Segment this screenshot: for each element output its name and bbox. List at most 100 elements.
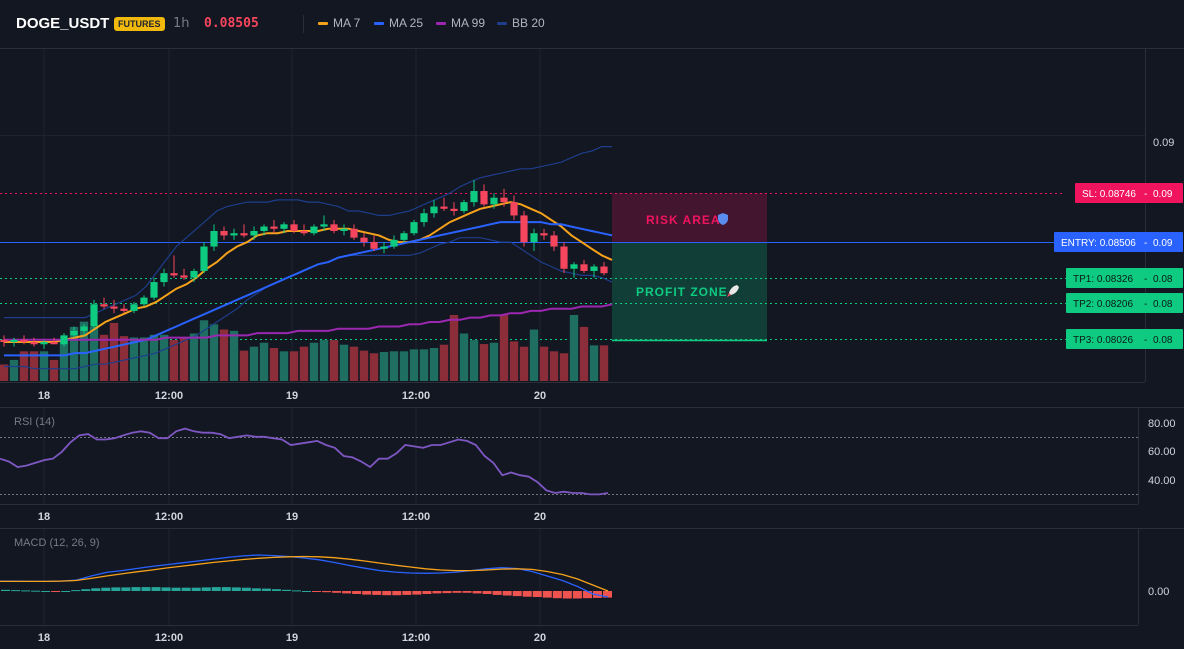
macd-histogram-bar xyxy=(432,591,442,594)
time-tick: 18 xyxy=(38,511,50,523)
candle-body xyxy=(430,206,438,214)
time-tick: 12:00 xyxy=(402,390,430,402)
volume-bar xyxy=(279,351,289,381)
candle-body xyxy=(520,215,528,243)
candle-body xyxy=(330,224,338,231)
candle-body xyxy=(550,235,558,247)
time-tick: 20 xyxy=(534,632,546,644)
candle-body xyxy=(290,224,298,231)
candle-body xyxy=(530,233,538,243)
entry-label[interactable]: ENTRY: 0.08506 - 0.09 xyxy=(1054,232,1183,252)
tp2-label-bg xyxy=(1066,293,1183,313)
ma7-line xyxy=(4,201,613,343)
entry-label-text: ENTRY: 0.08506 xyxy=(1061,238,1136,249)
volume-bar xyxy=(569,315,579,381)
macd-histogram-bar xyxy=(121,587,131,591)
candle-body xyxy=(170,273,178,276)
volume-bar xyxy=(269,348,279,381)
macd-histogram-bar xyxy=(322,591,332,593)
volume-bar xyxy=(329,340,339,381)
volume-bar xyxy=(219,329,229,381)
candle-body xyxy=(380,246,388,249)
time-tick: 12:00 xyxy=(402,632,430,644)
macd-histogram-bar xyxy=(101,587,111,591)
legend-swatch xyxy=(436,22,446,26)
volume-bar xyxy=(199,320,209,381)
candle-body xyxy=(160,273,168,283)
risk-area-label: RISK AREA xyxy=(646,213,721,227)
volume-bar xyxy=(129,337,139,381)
macd-tick: 0.00 xyxy=(1148,586,1169,598)
volume-bar xyxy=(509,341,519,381)
volume-bar xyxy=(539,346,549,381)
candle-body xyxy=(130,304,138,311)
tp3-label[interactable]: TP3: 0.08026 - 0.08 xyxy=(1066,329,1183,349)
tp2-label[interactable]: TP2: 0.08206 - 0.08 xyxy=(1066,293,1183,313)
tp3-label-bg xyxy=(1066,329,1183,349)
macd-histogram-bar xyxy=(261,588,271,591)
volume-bar xyxy=(479,344,489,381)
volume-bar xyxy=(499,315,509,381)
candle-body xyxy=(300,230,308,234)
header-divider xyxy=(303,15,304,33)
volume-bar xyxy=(309,342,319,381)
volume-bar xyxy=(239,350,249,381)
timeframe[interactable]: 1h xyxy=(173,16,190,31)
sl-label[interactable]: SL: 0.08746 - 0.09 xyxy=(1075,183,1183,203)
tp2-label-price: 0.08 xyxy=(1153,299,1173,310)
time-tick: 20 xyxy=(534,390,546,402)
legend-swatch xyxy=(318,22,328,26)
candle-body xyxy=(270,226,278,229)
moving-averages xyxy=(4,201,613,357)
candle-body xyxy=(570,264,578,269)
macd-line xyxy=(0,554,609,598)
macd-histogram-bar xyxy=(231,587,241,591)
profit-zone-label: PROFIT ZONE xyxy=(636,285,728,299)
legend-bb20[interactable]: BB 20 xyxy=(497,16,545,30)
candle-body xyxy=(310,226,318,234)
macd-histogram-bar xyxy=(251,588,261,591)
macd-histogram-bar xyxy=(161,587,171,591)
candle-body xyxy=(360,237,368,243)
volume-bar xyxy=(249,346,259,381)
time-tick: 12:00 xyxy=(402,511,430,523)
tp1-label[interactable]: TP1: 0.08326 - 0.08 xyxy=(1066,268,1183,288)
volume-bar xyxy=(29,351,39,381)
macd-histogram-bar xyxy=(171,587,181,591)
candle-body xyxy=(560,246,568,269)
bb-upper-line xyxy=(4,146,612,319)
time-tick: 19 xyxy=(286,511,298,523)
candle-body xyxy=(470,191,478,203)
legend-ma25[interactable]: MA 25 xyxy=(374,16,423,30)
volume-bar xyxy=(599,345,609,381)
legend-ma7[interactable]: MA 7 xyxy=(318,16,360,30)
volume-bar xyxy=(399,351,409,381)
volume-bar xyxy=(229,330,239,381)
macd-histogram-bar xyxy=(221,587,231,591)
volume-bar xyxy=(449,315,459,381)
macd-histogram-bar xyxy=(382,591,392,596)
macd-histogram-bar xyxy=(111,587,121,591)
legend-ma99[interactable]: MA 99 xyxy=(436,16,485,30)
candle-body xyxy=(590,266,598,271)
tp3-label-text: TP3: 0.08026 xyxy=(1073,335,1133,346)
sl-label-text: SL: 0.08746 xyxy=(1082,189,1136,200)
time-tick: 19 xyxy=(286,390,298,402)
volume-bar xyxy=(339,344,349,381)
macd-histogram-bar xyxy=(352,591,362,594)
tp1-label-bg xyxy=(1066,268,1183,288)
macd-histogram-bar xyxy=(151,587,161,591)
candle-body xyxy=(400,233,408,240)
macd-histogram-bar xyxy=(522,591,532,597)
symbol-name[interactable]: DOGE_USDT xyxy=(16,15,110,32)
macd-histogram-bar xyxy=(91,588,101,591)
volume-bar xyxy=(459,333,469,381)
legend-swatch xyxy=(497,22,507,26)
macd-histogram-bar xyxy=(602,591,612,598)
volume-bar xyxy=(179,337,189,381)
candle-body xyxy=(120,308,128,311)
candle-body xyxy=(460,202,468,212)
volume-bar xyxy=(589,345,599,381)
volume-bar xyxy=(289,351,299,381)
